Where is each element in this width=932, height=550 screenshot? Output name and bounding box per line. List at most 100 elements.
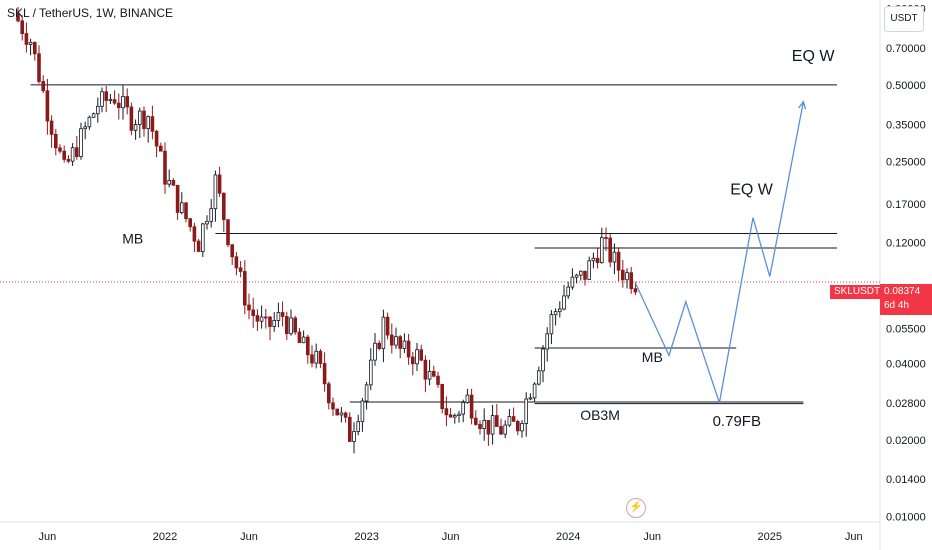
y-tick-label: 0.04000 <box>886 358 926 370</box>
candle-down <box>238 267 243 272</box>
annotation-label: EQ W <box>730 182 774 199</box>
candle-down <box>184 202 188 220</box>
candles <box>16 6 638 454</box>
candle-up <box>289 317 293 335</box>
candle-up <box>537 370 541 385</box>
currency-button[interactable]: USDT <box>884 6 924 32</box>
candle-up <box>79 128 83 157</box>
y-tick-label: 0.12000 <box>886 237 926 249</box>
candle-down <box>20 20 24 34</box>
candle-up <box>457 413 461 416</box>
x-tick-label: 2024 <box>556 531 580 543</box>
candle-up <box>579 270 583 276</box>
candle-down <box>469 394 474 419</box>
candle-up <box>70 147 75 162</box>
candle-down <box>377 342 381 349</box>
y-tick-label: 0.01000 <box>886 511 926 523</box>
lightning-icon[interactable]: ⚡ <box>626 498 646 518</box>
candle-up <box>121 96 125 109</box>
candle-down <box>263 316 268 319</box>
candle-up <box>452 415 457 418</box>
candle-down <box>297 331 302 344</box>
y-tick-label: 0.02000 <box>886 435 926 447</box>
candle-up <box>553 311 558 316</box>
y-tick-label: 0.02800 <box>886 398 926 410</box>
candle-down <box>293 317 297 333</box>
candle-down <box>410 356 415 365</box>
horizontal-levels <box>0 84 880 405</box>
candle-up <box>301 336 306 344</box>
candle-up <box>272 320 276 327</box>
candle-down <box>499 426 503 435</box>
projection-path <box>634 100 807 404</box>
candle-down <box>389 334 394 346</box>
candle-down <box>247 304 251 311</box>
y-tick-label: 0.05500 <box>886 323 926 335</box>
candle-up <box>520 423 524 432</box>
candle-up <box>574 274 579 278</box>
candle-down <box>486 420 491 435</box>
candle-up <box>213 174 218 210</box>
candle-down <box>604 237 608 239</box>
candle-down <box>66 158 71 162</box>
candle-down <box>129 106 134 131</box>
candle-up <box>503 424 507 435</box>
candle-down <box>583 270 587 280</box>
annotation-label: 0.79FB <box>713 413 761 430</box>
candle-up <box>570 276 575 288</box>
candle-down <box>322 363 327 385</box>
candle-up <box>137 110 142 125</box>
candle-up <box>100 91 104 107</box>
candle-up <box>545 333 549 350</box>
candle-up <box>394 336 398 346</box>
annotation-label: MB <box>642 349 663 365</box>
candle-down <box>33 41 37 55</box>
candle-down <box>158 145 163 152</box>
x-tick-label: 2025 <box>758 531 782 543</box>
candle-down <box>448 414 453 418</box>
candle-down <box>331 402 335 410</box>
candle-up <box>587 260 591 280</box>
candle-up <box>356 421 360 432</box>
candle-down <box>58 147 62 152</box>
candle-up <box>368 359 373 386</box>
candle-down <box>37 53 41 82</box>
candle-down <box>347 416 352 442</box>
candle-down <box>251 309 256 316</box>
candle-up <box>314 350 318 364</box>
candle-up <box>87 116 92 128</box>
candle-up <box>167 180 172 185</box>
candle-down <box>326 383 331 404</box>
candle-down <box>440 384 444 410</box>
candle-down <box>431 370 436 377</box>
candle-down <box>226 219 230 246</box>
candle-down <box>255 315 260 322</box>
candle-up <box>108 99 113 102</box>
candle-down <box>629 272 633 290</box>
candle-down <box>24 33 29 45</box>
candle-down <box>608 237 612 263</box>
last-price-tag: 0.08374 6d 4h <box>880 284 932 315</box>
candle-down <box>217 174 222 194</box>
candle-up <box>612 251 617 263</box>
y-tick-label: 0.25000 <box>886 156 926 168</box>
candle-down <box>150 116 155 132</box>
candle-down <box>75 147 79 157</box>
candle-down <box>230 244 235 258</box>
chart-title: SKL / TetherUS, 1W, BINANCE <box>7 6 174 20</box>
y-tick-label: 0.01400 <box>886 474 926 486</box>
candle-down <box>125 96 130 108</box>
candle-up <box>364 384 369 402</box>
candle-down <box>163 150 167 185</box>
candle-up <box>339 412 344 416</box>
y-tick-label: 0.50000 <box>886 80 926 92</box>
candle-down <box>284 316 289 335</box>
candle-down <box>385 316 390 336</box>
candle-down <box>45 90 50 122</box>
candle-down <box>62 150 66 160</box>
candle-up <box>373 342 377 361</box>
x-tick-label: 2023 <box>354 531 378 543</box>
candle-up <box>209 208 214 222</box>
candle-down <box>142 110 146 129</box>
